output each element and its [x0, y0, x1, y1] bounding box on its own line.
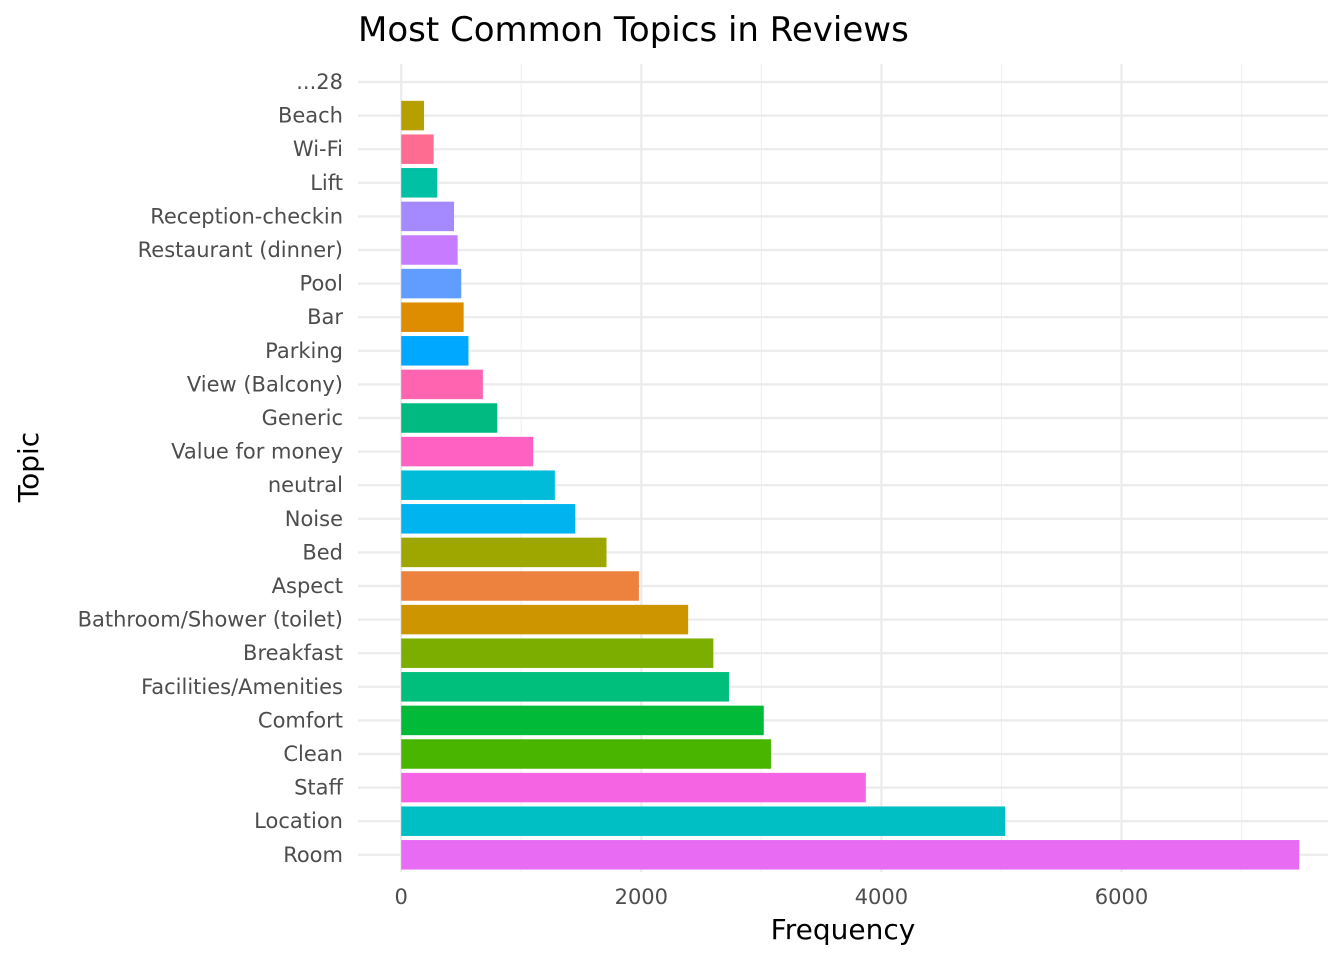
- bar: [401, 806, 1006, 836]
- y-tick-label: Bathroom/Shower (toilet): [78, 608, 343, 632]
- y-tick-label: Bed: [302, 540, 343, 564]
- y-tick-label: Staff: [294, 776, 343, 800]
- bar: [401, 168, 438, 198]
- bar: [401, 134, 434, 164]
- y-tick-label: Reception-checkin: [150, 204, 343, 228]
- x-tick-labels: 0 2000 4000 6000: [395, 885, 1149, 909]
- y-tick-label: Room: [283, 843, 343, 867]
- y-tick-label: Comfort: [258, 708, 343, 732]
- y-tick-label: Clean: [283, 742, 343, 766]
- x-tick-label: 0: [395, 885, 408, 909]
- y-tick-label: ...28: [296, 70, 343, 94]
- bar: [401, 772, 866, 803]
- bar: [401, 302, 464, 332]
- bar: [401, 436, 534, 467]
- y-tick-label: View (Balcony): [187, 372, 343, 396]
- y-axis-title: Topic: [12, 432, 45, 503]
- y-tick-label: Pool: [300, 272, 343, 296]
- bar: [401, 235, 458, 265]
- bar: [401, 268, 462, 299]
- grid-lines: [358, 64, 1328, 872]
- bar: [401, 537, 607, 568]
- x-axis-title: Frequency: [771, 913, 916, 946]
- x-tick-label: 4000: [855, 885, 908, 909]
- bar: [401, 504, 576, 534]
- y-tick-label: Parking: [265, 339, 343, 363]
- y-tick-label: Wi-Fi: [293, 137, 343, 161]
- bars: [401, 100, 1300, 870]
- bar: [401, 840, 1300, 870]
- bar: [401, 336, 469, 366]
- y-tick-label: Bar: [307, 305, 343, 329]
- y-tick-label: Lift: [310, 171, 343, 195]
- bar: [401, 403, 498, 433]
- y-tick-label: Aspect: [272, 574, 343, 598]
- y-tick-label: Noise: [285, 507, 343, 531]
- x-tick-label: 6000: [1095, 885, 1148, 909]
- y-tick-label: Value for money: [171, 440, 343, 464]
- bar: [401, 201, 455, 232]
- y-tick-label: Generic: [262, 406, 343, 430]
- bar: [401, 739, 771, 769]
- y-tick-label: Beach: [278, 104, 343, 128]
- chart-title: Most Common Topics in Reviews: [358, 10, 909, 50]
- y-tick-label: Facilities/Amenities: [141, 675, 343, 699]
- bar: [401, 470, 555, 500]
- bar: [401, 571, 639, 601]
- y-tick-label: Breakfast: [243, 641, 343, 665]
- bar: [401, 100, 425, 131]
- x-tick-label: 2000: [615, 885, 668, 909]
- bar: [401, 638, 714, 668]
- bar: [401, 604, 689, 635]
- y-tick-labels: ...28 Beach Wi-Fi Lift Reception-checkin Rest…: [78, 70, 344, 867]
- bar: [401, 705, 764, 736]
- y-tick-label: neutral: [268, 473, 343, 497]
- y-tick-label: Restaurant (dinner): [138, 238, 343, 262]
- bar: [401, 369, 483, 400]
- y-tick-label: Location: [254, 809, 343, 833]
- bar: [401, 672, 729, 702]
